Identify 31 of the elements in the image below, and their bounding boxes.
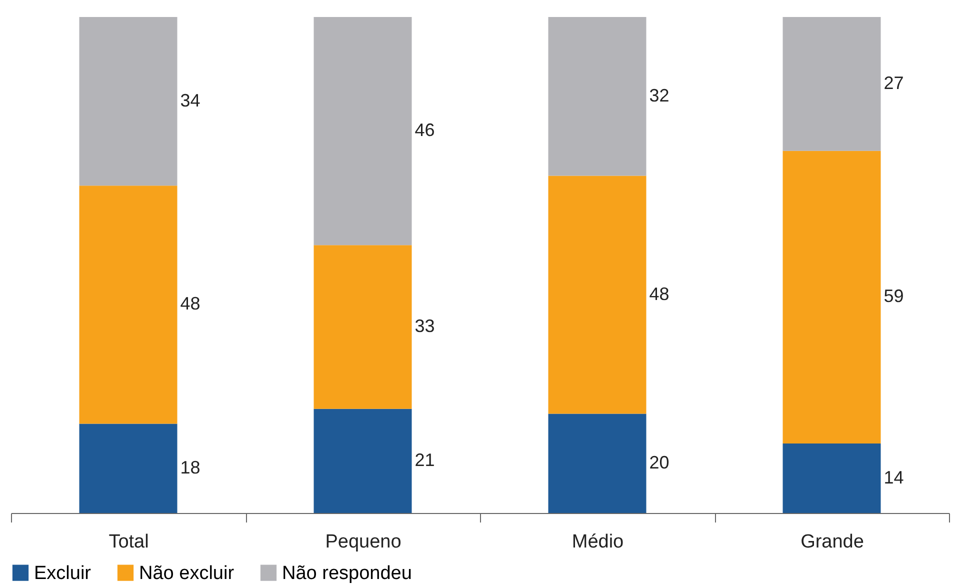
bar xyxy=(79,186,178,424)
bar xyxy=(782,150,881,444)
data-label: 14 xyxy=(884,467,904,488)
x-tick-label: Grande xyxy=(800,532,864,552)
bar xyxy=(782,444,881,513)
legend-label: Não excluir xyxy=(139,562,235,584)
bar xyxy=(314,245,412,409)
data-label: 33 xyxy=(414,316,435,336)
bar xyxy=(782,17,881,151)
data-label: 46 xyxy=(414,120,435,140)
bar xyxy=(314,408,412,513)
data-label: 20 xyxy=(649,452,670,472)
data-label: 21 xyxy=(414,450,435,470)
bar xyxy=(548,17,646,176)
bar xyxy=(548,176,646,414)
x-tick-label: Médio xyxy=(572,532,624,552)
data-label: 18 xyxy=(180,457,200,478)
bar xyxy=(79,424,178,513)
bar xyxy=(314,17,412,246)
data-label: 32 xyxy=(649,85,670,106)
legend-label: Excluir xyxy=(34,562,92,584)
x-tick-label: Total xyxy=(108,532,149,552)
data-label: 27 xyxy=(884,72,904,93)
data-label: 34 xyxy=(180,90,200,110)
bar xyxy=(548,414,646,513)
data-label: 48 xyxy=(180,294,200,314)
data-label: 59 xyxy=(884,286,904,306)
x-tick-label: Pequeno xyxy=(325,532,402,552)
legend-label: Não respondeu xyxy=(282,562,412,584)
bar xyxy=(79,17,178,186)
data-label: 48 xyxy=(649,284,670,304)
